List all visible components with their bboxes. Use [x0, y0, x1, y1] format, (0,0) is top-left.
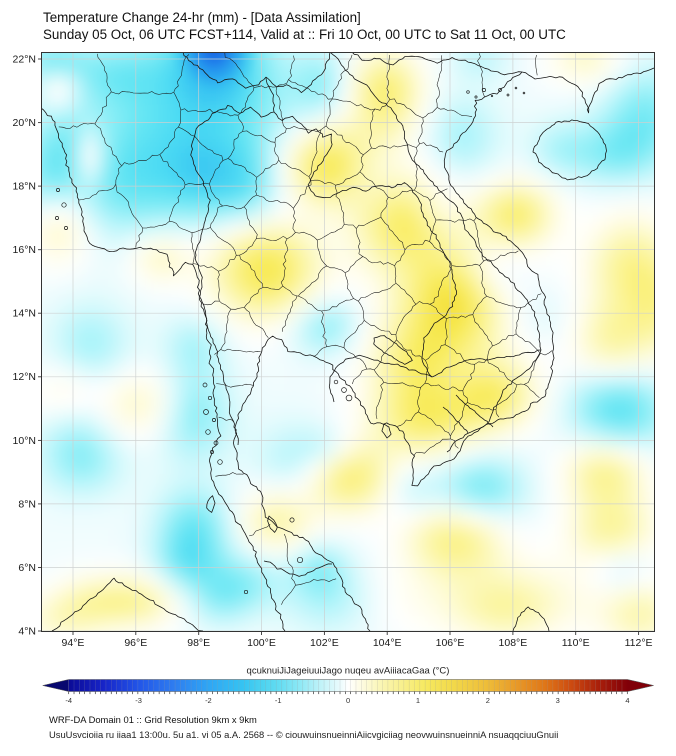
- svg-text:qcuknuiJiJageiuuiJago nuqeu av: qcuknuiJiJageiuuiJago nuqeu avAiiiacaGaa…: [247, 666, 450, 677]
- svg-text:4°N: 4°N: [18, 625, 36, 637]
- svg-text:1: 1: [416, 696, 420, 705]
- svg-text:-2: -2: [205, 696, 212, 705]
- svg-text:6°N: 6°N: [18, 562, 36, 574]
- svg-text:4: 4: [625, 696, 629, 705]
- svg-text:104°E: 104°E: [373, 637, 402, 649]
- svg-text:Temperature Change 24-hr (mm): Temperature Change 24-hr (mm) - [Data As…: [43, 10, 361, 25]
- svg-text:112°E: 112°E: [625, 637, 653, 649]
- svg-text:-3: -3: [135, 696, 142, 705]
- svg-text:2: 2: [486, 696, 490, 705]
- svg-text:108°E: 108°E: [499, 637, 528, 649]
- svg-text:18°N: 18°N: [13, 181, 36, 193]
- svg-text:14°N: 14°N: [13, 308, 36, 320]
- svg-text:110°E: 110°E: [562, 637, 590, 649]
- svg-text:0: 0: [346, 696, 350, 705]
- svg-text:Sunday 05 Oct, 06 UTC FCST+114: Sunday 05 Oct, 06 UTC FCST+114, Valid at…: [43, 27, 566, 42]
- svg-text:22°N: 22°N: [13, 53, 36, 65]
- svg-text:100°E: 100°E: [247, 637, 276, 649]
- svg-text:8°N: 8°N: [18, 498, 36, 510]
- svg-text:-1: -1: [275, 696, 282, 705]
- svg-text:UsuUsvcioiia ru iiaa1 13:00u.: UsuUsvcioiia ru iiaa1 13:00u. 5u a1. vi …: [49, 729, 558, 740]
- svg-text:106°E: 106°E: [436, 637, 465, 649]
- svg-text:10°N: 10°N: [13, 435, 36, 447]
- svg-text:WRF-DA Domain 01 :: Grid Resol: WRF-DA Domain 01 :: Grid Resolution 9km …: [49, 714, 257, 725]
- svg-text:16°N: 16°N: [13, 244, 36, 256]
- svg-text:3: 3: [556, 696, 560, 705]
- svg-text:12°N: 12°N: [13, 371, 36, 383]
- svg-text:96°E: 96°E: [124, 637, 147, 649]
- svg-text:94°E: 94°E: [62, 637, 85, 649]
- svg-text:98°E: 98°E: [187, 637, 210, 649]
- svg-text:102°E: 102°E: [310, 637, 339, 649]
- svg-text:-4: -4: [65, 696, 72, 705]
- svg-text:20°N: 20°N: [13, 117, 36, 129]
